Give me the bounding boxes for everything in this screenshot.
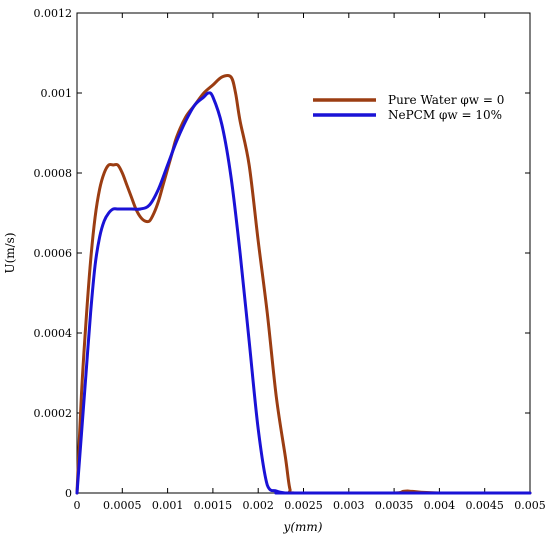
y-tick-label: 0.0008 [34, 167, 73, 180]
x-tick-label: 0.004 [424, 499, 456, 512]
y-tick-label: 0.001 [41, 87, 73, 100]
x-tick-label: 0.0005 [103, 499, 142, 512]
x-tick-label: 0.0015 [194, 499, 233, 512]
y-tick-label: 0 [65, 487, 72, 500]
series-lines [75, 73, 532, 495]
legend-label-pure-water: Pure Water φw = 0 [388, 93, 504, 107]
x-tick-label: 0.0025 [284, 499, 323, 512]
legend: Pure Water φw = 0 NePCM φw = 10% [313, 93, 504, 122]
x-tick-label: 0.005 [514, 499, 546, 512]
y-tick-label: 0.0006 [34, 247, 73, 260]
x-tick-label: 0.001 [152, 499, 184, 512]
y-tick-label: 0.0004 [34, 327, 73, 340]
legend-label-nepcm: NePCM φw = 10% [388, 108, 502, 122]
y-axis-label: U(m/s) [3, 232, 17, 273]
x-tick-label: 0 [74, 499, 81, 512]
x-axis: 0 0.0005 0.001 0.0015 0.002 0.0025 0.003 0.0035… [74, 13, 546, 512]
x-tick-label: 0.002 [242, 499, 274, 512]
series-line-0 [75, 73, 532, 495]
y-tick-label: 0.0012 [34, 7, 73, 20]
series-line-1 [75, 91, 532, 495]
x-tick-label: 0.0045 [465, 499, 504, 512]
x-tick-label: 0.0035 [375, 499, 414, 512]
y-axis: 0 0.0002 0.0004 0.0006 0.0008 0.001 0.0012 [34, 7, 530, 500]
plot-frame [76, 12, 531, 494]
y-tick-label: 0.0002 [34, 407, 73, 420]
x-axis-label: y(mm) [283, 520, 323, 534]
x-tick-label: 0.003 [333, 499, 365, 512]
